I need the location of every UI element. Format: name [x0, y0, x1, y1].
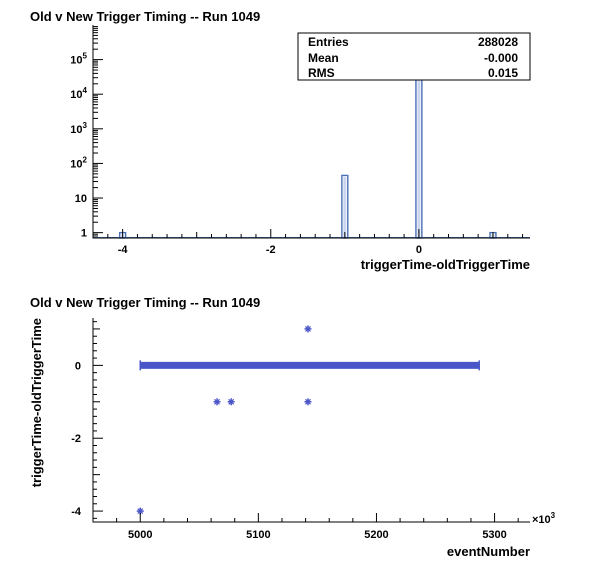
histogram-bar-fill	[343, 176, 347, 238]
scatter-y-axis-label: triggerTime-oldTriggerTime	[29, 318, 44, 487]
histogram-y-tick-label: 102	[70, 155, 87, 170]
histogram-y-tick-label: 105	[70, 52, 87, 67]
scatter-y-tick-label: -2	[71, 433, 81, 445]
scatter-x-multiplier-base: ×10	[532, 514, 551, 526]
scatter-points	[136, 325, 312, 515]
histogram-y-tick-label: 10	[75, 193, 87, 205]
scatter-point	[227, 398, 235, 406]
scatter-x-axis-label: eventNumber	[447, 544, 530, 559]
histogram-x-tick-label: 0	[416, 244, 422, 256]
scatter-point	[213, 398, 221, 406]
histogram-x-tick-label: -2	[266, 244, 276, 256]
stats-entries-label: Entries	[308, 35, 349, 49]
scatter-y-tick-label: 0	[75, 360, 81, 372]
scatter-x-tick-label: 5100	[246, 529, 270, 541]
scatter-point	[304, 325, 312, 333]
scatter-dense-band	[140, 361, 480, 369]
scatter-x-ticks: 5000 5100 5200 5300	[92, 513, 519, 541]
stats-box: Entries 288028 Mean -0.000 RMS 0.015	[297, 32, 531, 81]
scatter-title: Old v New Trigger Timing -- Run 1049	[30, 295, 260, 310]
histogram-y-tick-base: 10	[70, 158, 82, 170]
histogram-x-tick-label: -4	[118, 244, 129, 256]
scatter-x-tick-label: 5200	[364, 529, 388, 541]
scatter-plot: Old v New Trigger Timing -- Run 1049 500…	[29, 295, 556, 559]
stats-box-frame	[297, 32, 531, 81]
scatter-x-multiplier: ×103	[532, 511, 556, 526]
histogram-y-tick-base: 10	[70, 55, 82, 67]
histogram-y-tick-exp: 5	[83, 52, 88, 61]
histogram-y-tick-exp: 4	[83, 86, 88, 95]
histogram-y-tick-exp: 2	[83, 155, 88, 164]
scatter-band	[139, 360, 480, 371]
histogram-y-tick-label: 103	[70, 121, 87, 136]
histogram-plot: Old v New Trigger Timing -- Run 1049 -4-…	[30, 9, 531, 272]
histogram-y-tick-label: 104	[70, 86, 87, 101]
stats-entries-value: 288028	[478, 35, 518, 49]
scatter-x-tick-label: 5000	[128, 529, 152, 541]
scatter-point	[304, 398, 312, 406]
scatter-x-multiplier-exp: 3	[551, 511, 556, 520]
histogram-x-axis-label: triggerTime-oldTriggerTime	[361, 257, 530, 272]
histogram-y-tick-base: 10	[70, 124, 82, 136]
histogram-title: Old v New Trigger Timing -- Run 1049	[30, 9, 260, 24]
stats-mean-value: -0.000	[484, 51, 518, 65]
histogram-y-tick-exp: 3	[83, 121, 88, 130]
scatter-y-tick-label: -4	[71, 506, 82, 518]
scatter-point	[136, 507, 144, 515]
scatter-x-tick-label: 5300	[482, 529, 506, 541]
histogram-x-ticks: -4 -2 0	[92, 229, 524, 256]
histogram-y-tick-base: 10	[70, 89, 82, 101]
stats-mean-label: Mean	[308, 51, 339, 65]
histogram-bar-fill	[417, 45, 421, 238]
histogram-y-tick-label: 1	[81, 228, 87, 240]
scatter-y-ticks: -4 -2 0	[71, 321, 103, 519]
stats-rms-label: RMS	[308, 66, 335, 80]
scatter-axes	[92, 318, 530, 523]
stats-rms-value: 0.015	[488, 66, 518, 80]
